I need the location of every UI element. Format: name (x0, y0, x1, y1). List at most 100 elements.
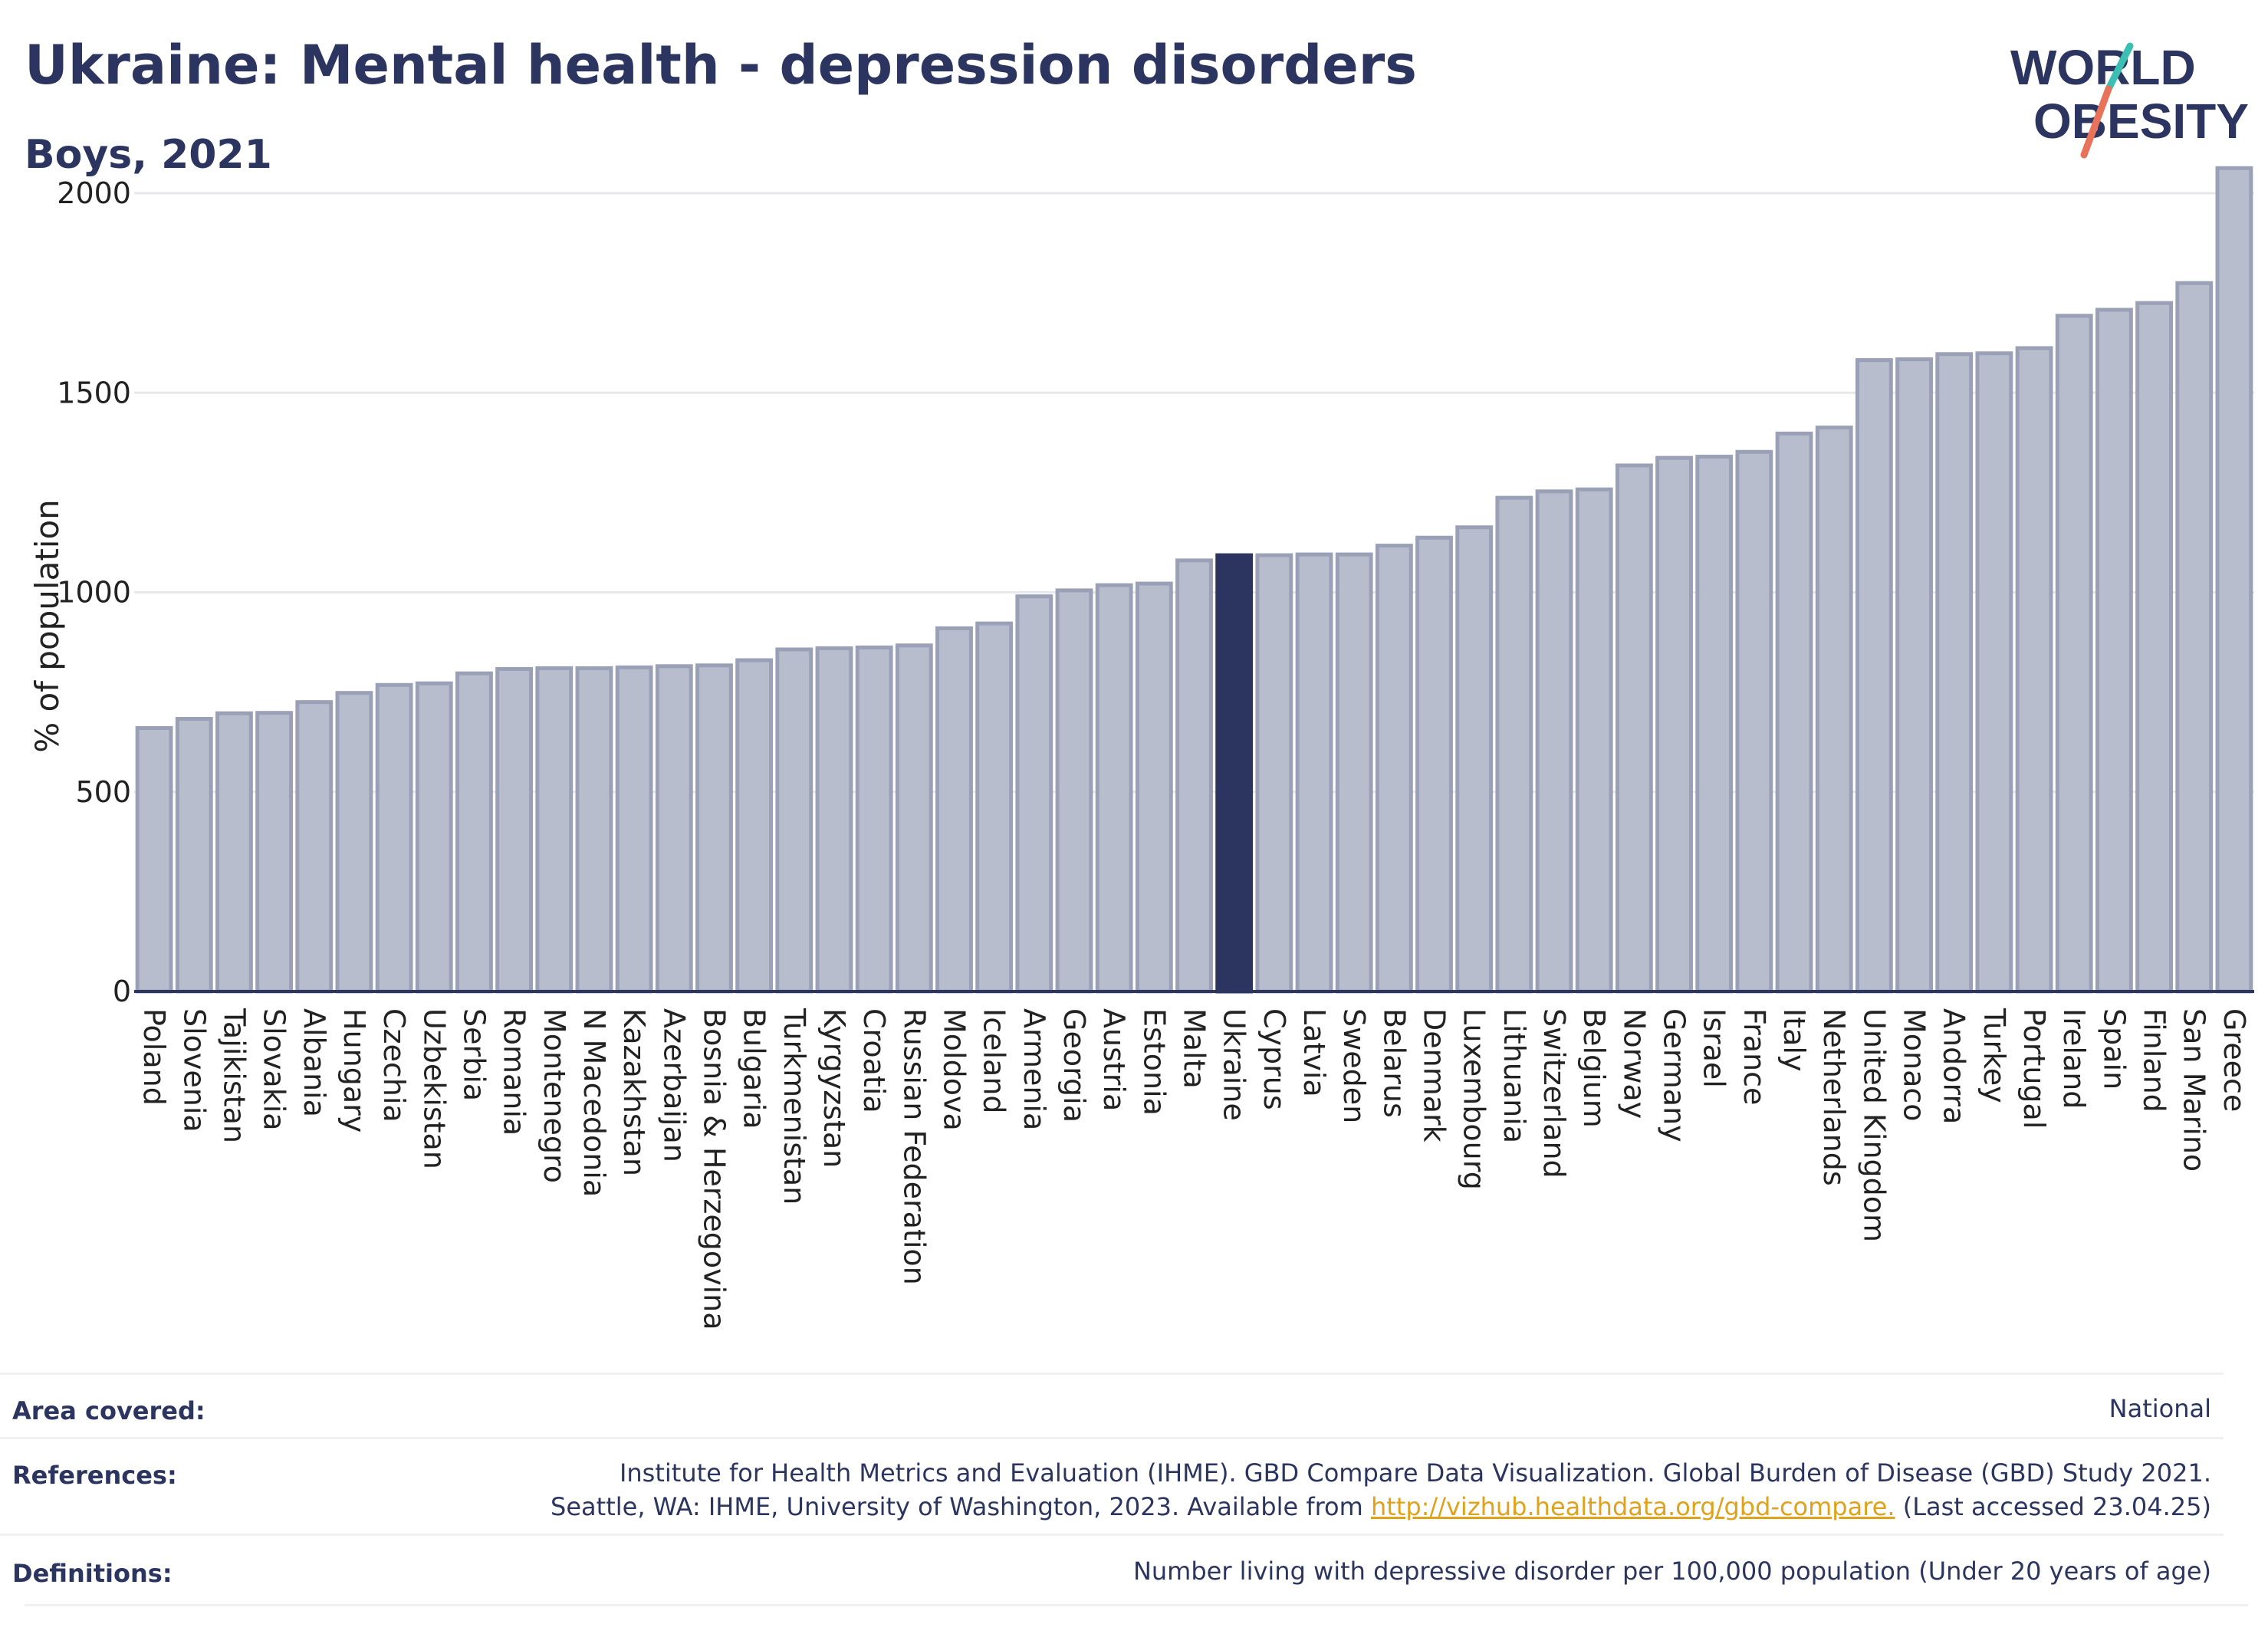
x-tick-label: Montenegro (537, 1008, 571, 1183)
x-tick-label: Israel (1698, 1008, 1731, 1088)
x-tick-label: Denmark (1418, 1008, 1451, 1142)
x-tick-label: Monaco (1898, 1008, 1931, 1122)
x-tick-label: Italy (1777, 1008, 1811, 1071)
bar (295, 700, 334, 994)
chart-subtitle: Boys, 2021 (25, 132, 272, 178)
bar (1575, 487, 1613, 994)
logo-line1: WORLD (2010, 40, 2196, 95)
bar (1455, 525, 1494, 994)
x-tick-label: Ukraine (1218, 1008, 1251, 1121)
bar (1175, 558, 1213, 994)
x-tick-label: Poland (137, 1008, 171, 1106)
x-tick-label: Serbia (457, 1008, 491, 1101)
bar (2055, 314, 2093, 994)
x-tick-label: Tajikistan (217, 1008, 251, 1143)
bar (1055, 588, 1093, 994)
x-tick-label: Sweden (1337, 1008, 1371, 1123)
world-obesity-logo: WORLD OBESITY (2010, 40, 2249, 159)
x-tick-label: Portugal (2017, 1008, 2051, 1129)
x-tick-label: Cyprus (1257, 1008, 1291, 1110)
bar (1255, 553, 1293, 994)
bar (855, 645, 893, 994)
logo-line2: OBESITY (2033, 94, 2249, 149)
bar (1735, 449, 1773, 994)
x-tick-label: Switzerland (1537, 1008, 1571, 1179)
bar (2015, 346, 2053, 994)
bar (1335, 552, 1373, 994)
bar (1815, 426, 1853, 994)
bar (575, 666, 613, 994)
bar (1015, 594, 1053, 994)
x-tick-label: Finland (2138, 1008, 2171, 1113)
bar (455, 671, 493, 994)
x-tick-label: Kazakhstan (617, 1008, 651, 1176)
x-tick-label: Norway (1617, 1008, 1651, 1119)
x-tick-label: Belgium (1577, 1008, 1611, 1128)
x-tick-label: Netherlands (1817, 1008, 1851, 1186)
y-axis-label: % of population (28, 499, 66, 753)
x-tick-label: Albania (297, 1008, 331, 1117)
bar (135, 725, 173, 994)
bar (815, 646, 853, 994)
bar (695, 663, 733, 994)
bar (1535, 489, 1573, 994)
bar (255, 711, 294, 994)
bar (1295, 552, 1333, 994)
x-tick-label: Austria (1097, 1008, 1131, 1111)
bar (935, 626, 973, 994)
bar (1895, 357, 1933, 994)
x-tick-label: Bosnia & Herzegovina (697, 1008, 731, 1330)
x-tick-label: Kyrgyzstan (817, 1008, 851, 1168)
bar-highlight (1215, 553, 1254, 994)
bar (615, 665, 653, 994)
bar (1095, 583, 1133, 994)
x-tick-label: Turkey (1977, 1008, 2011, 1103)
x-tick-label: Uzbekistan (417, 1008, 451, 1169)
y-tick-label: 1000 (57, 576, 131, 610)
x-tick-label: San Marino (2178, 1008, 2211, 1172)
x-tick-label: Lithuania (1497, 1008, 1531, 1143)
x-tick-label: Azerbaijan (657, 1008, 691, 1162)
bar (2095, 307, 2133, 994)
x-tick-label: United Kingdom (1857, 1008, 1891, 1242)
x-tick-label: Spain (2097, 1008, 2131, 1090)
bar (1975, 351, 2013, 994)
references-value: Institute for Health Metrics and Evaluat… (551, 1456, 2211, 1524)
references-line1: Institute for Health Metrics and Evaluat… (619, 1458, 2211, 1488)
x-tick-label: Bulgaria (738, 1008, 771, 1129)
bar (1775, 431, 1813, 994)
bar (1615, 463, 1653, 994)
bar (655, 664, 693, 994)
meta-row-references: References: Institute for Health Metrics… (0, 1437, 2224, 1521)
bar (1935, 352, 1974, 994)
x-tick-label: Turkmenistan (777, 1008, 811, 1205)
definitions-value: Number living with depressive disorder p… (1132, 1557, 2211, 1586)
bar (375, 682, 413, 994)
x-tick-label: France (1737, 1008, 1771, 1105)
bar (1135, 581, 1173, 994)
bar (2215, 166, 2253, 994)
references-link[interactable]: http://vizhub.healthdata.org/gbd-compare… (1370, 1492, 1895, 1521)
bar (215, 711, 253, 994)
x-tick-label: Russian Federation (897, 1008, 931, 1285)
logo-slash-coral (2080, 85, 2112, 159)
bar (2135, 301, 2173, 994)
x-tick-label: Estonia (1137, 1008, 1171, 1116)
bar (1415, 535, 1453, 994)
references-label: References: (12, 1461, 177, 1490)
bar (495, 666, 534, 994)
x-tick-label: Croatia (857, 1008, 891, 1113)
meta-row-definitions: Definitions: Number living with depressi… (0, 1534, 2224, 1588)
x-tick-label: Moldova (937, 1008, 971, 1131)
x-tick-label: Ireland (2057, 1008, 2091, 1109)
bar (975, 621, 1014, 994)
references-line2: Seattle, WA: IHME, University of Washing… (551, 1490, 2211, 1524)
bar (175, 717, 213, 994)
y-tick-label: 500 (75, 775, 131, 809)
bar (535, 666, 574, 994)
bar (1855, 358, 1893, 994)
x-tick-label: Slovakia (258, 1008, 291, 1131)
x-tick-label: Iceland (978, 1008, 1011, 1114)
x-tick-label: Latvia (1297, 1008, 1331, 1097)
